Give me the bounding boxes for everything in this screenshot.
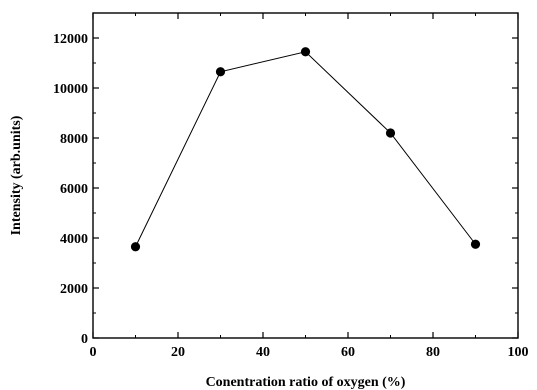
plot-frame (92, 12, 519, 339)
y-axis-ticks (93, 37, 518, 339)
x-tick-label: 60 (341, 345, 355, 360)
x-tick-label: 100 (508, 345, 529, 360)
series-line (135, 51, 476, 247)
y-tick-label: 2000 (60, 282, 88, 297)
x-axis-title: Conentration ratio of oxygen (%) (206, 375, 406, 390)
y-tick-label: 8000 (60, 132, 88, 147)
y-tick-label: 0 (81, 332, 88, 347)
y-tick-label: 12000 (53, 32, 88, 47)
y-axis-title: Intensity (arb.units) (9, 115, 24, 235)
x-tick-label: 40 (256, 345, 270, 360)
data-point (470, 239, 481, 249)
y-tick-label: 4000 (60, 232, 88, 247)
x-tick-label: 20 (171, 345, 185, 360)
x-tick-label: 80 (426, 345, 440, 360)
y-axis-tick-labels: 0 2000 4000 6000 8000 10000 12000 (53, 32, 88, 347)
data-point (215, 67, 226, 77)
y-tick-label: 6000 (60, 182, 88, 197)
x-axis-tick-labels: 0 20 40 60 80 100 (90, 345, 529, 360)
x-tick-label: 0 (90, 345, 97, 360)
x-axis-ticks (92, 13, 519, 338)
data-point (130, 242, 141, 252)
series-points (130, 47, 481, 252)
data-point (300, 47, 311, 57)
series-lines (135, 51, 476, 247)
data-point (385, 128, 396, 138)
y-tick-label: 10000 (53, 82, 88, 97)
